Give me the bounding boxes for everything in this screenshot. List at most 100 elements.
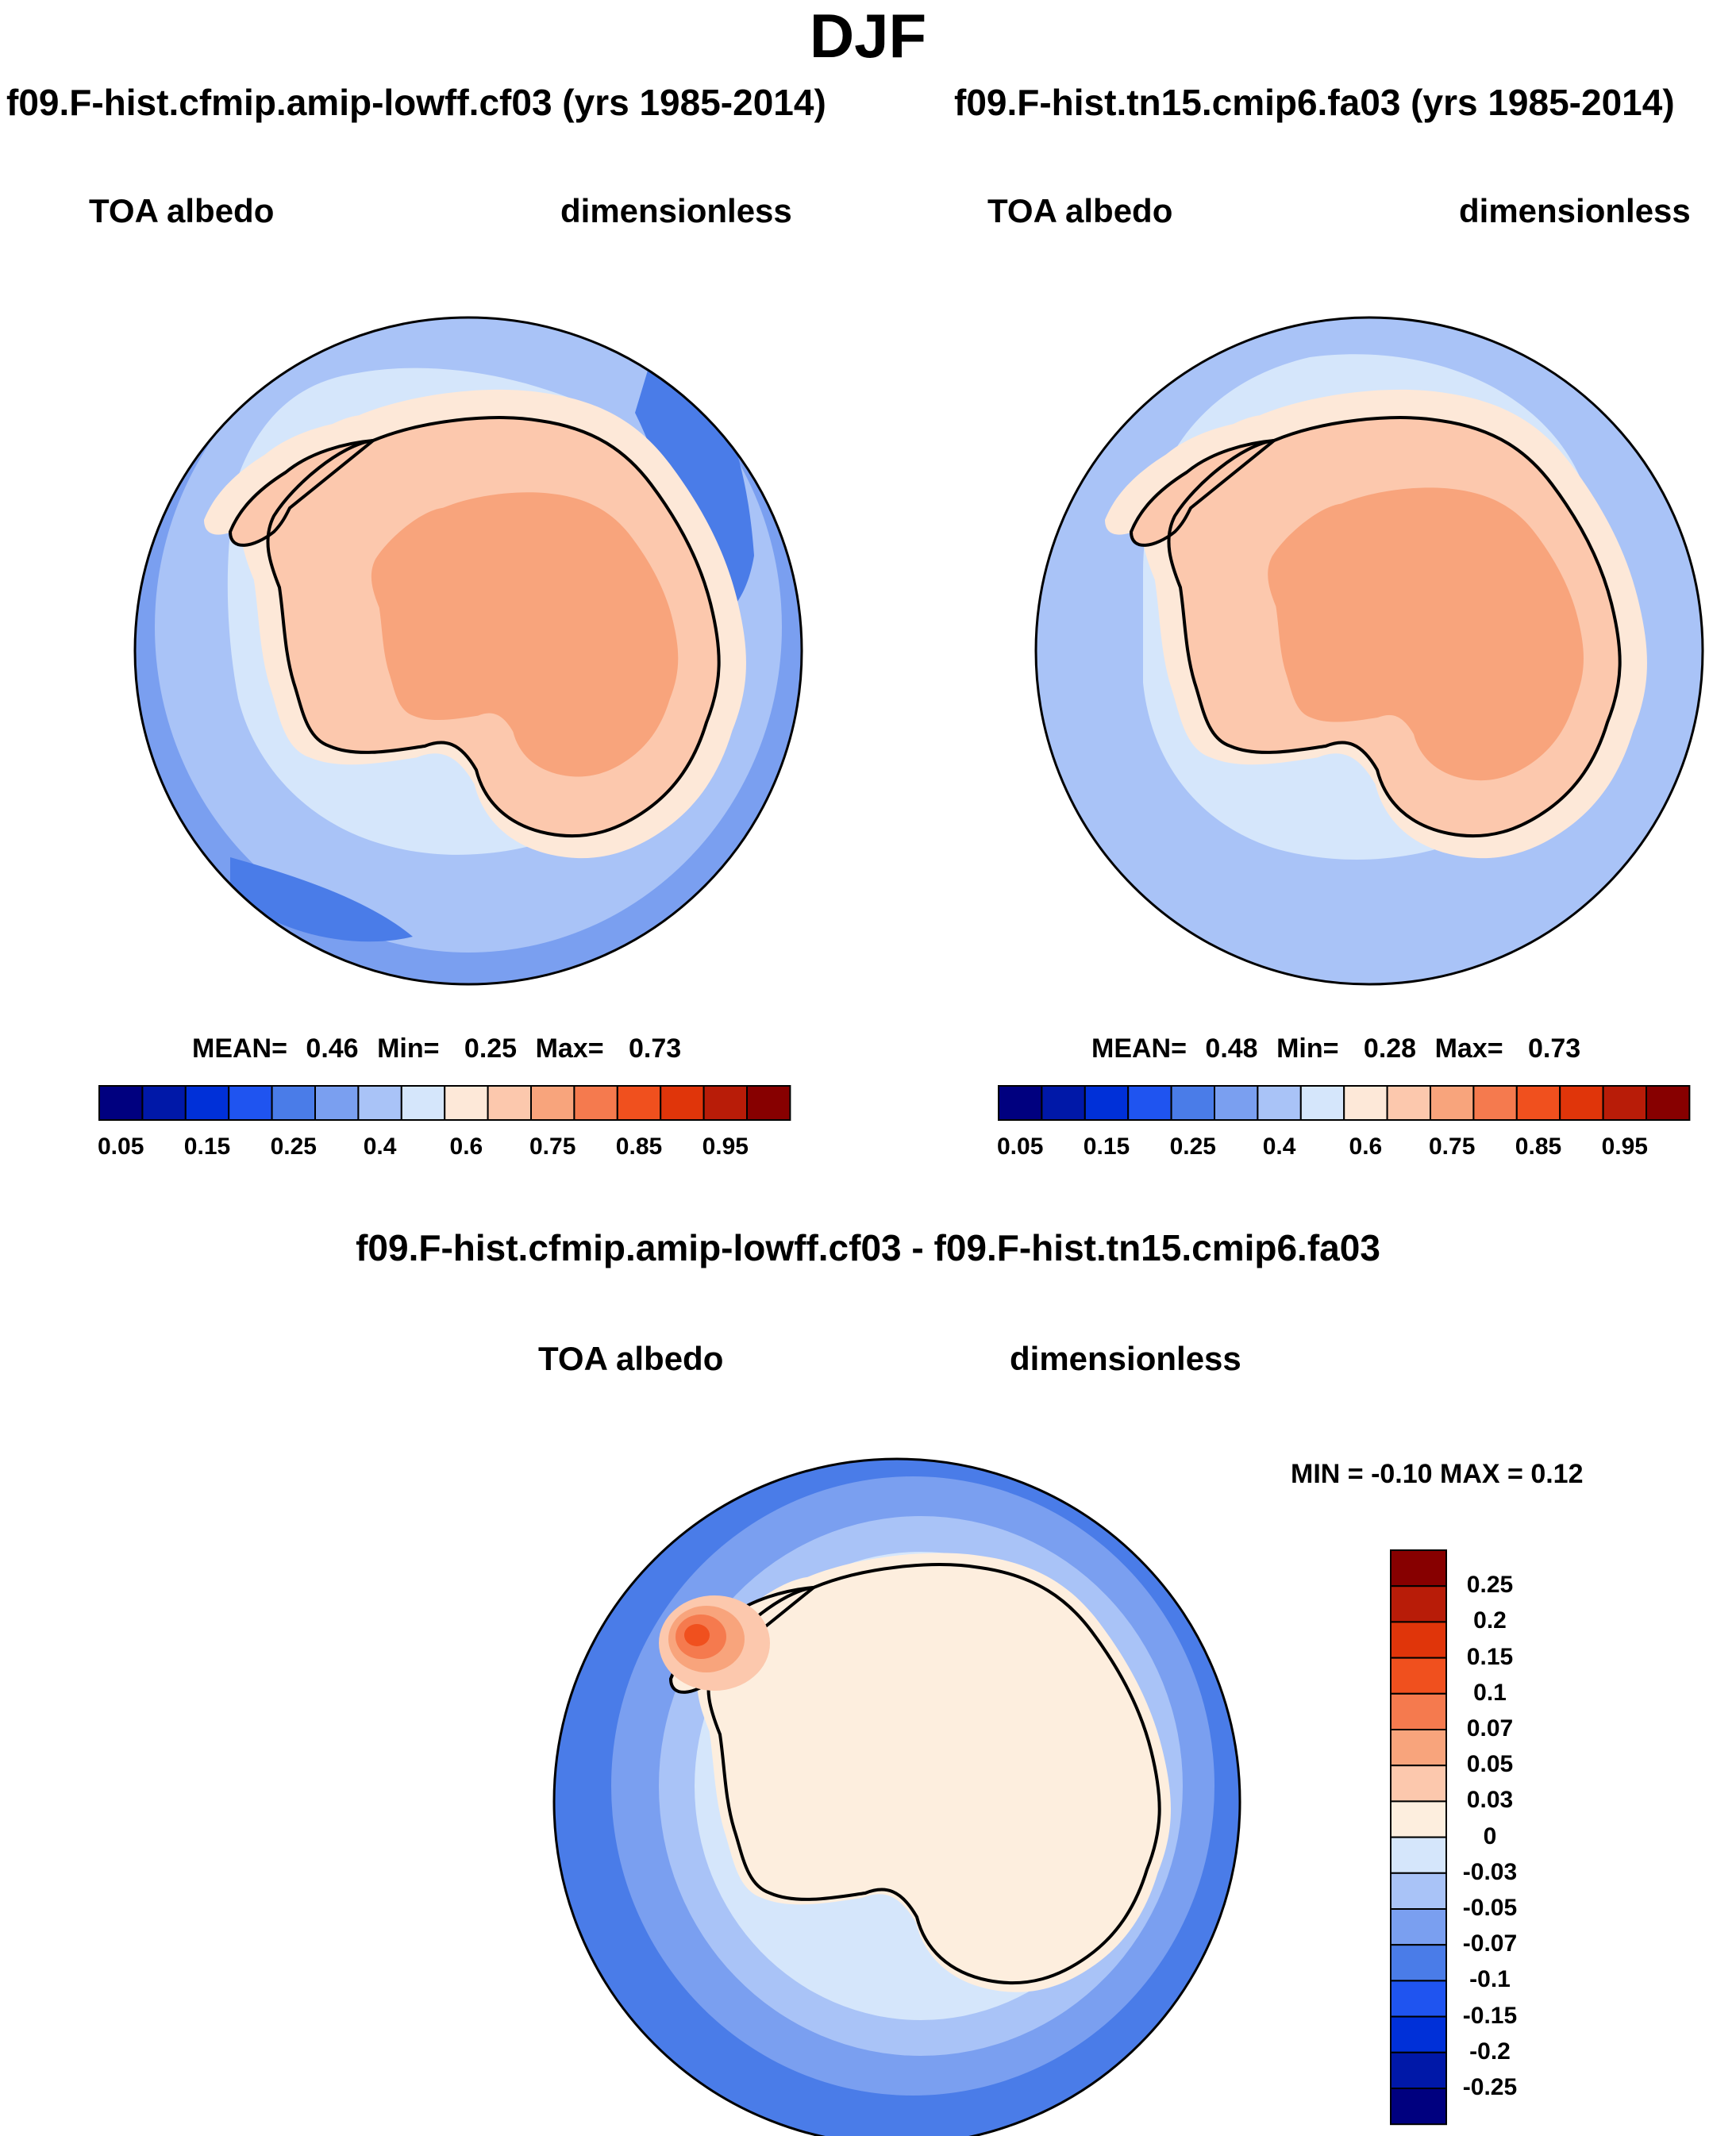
colorbar-swatch <box>184 1085 230 1121</box>
colorbar-swatch <box>1214 1085 1259 1121</box>
diff-cbar-label: -0.2 <box>1469 2038 1511 2065</box>
diff-colorbar-swatch <box>1390 1765 1447 1803</box>
colorbar-swatch <box>98 1085 144 1121</box>
left-cbar-label: 0.95 <box>702 1133 749 1160</box>
diff-cbar-label: -0.1 <box>1469 1966 1511 1993</box>
colorbar-swatch <box>444 1085 489 1121</box>
right-stats: MEAN= 0.48 Min= 0.28 Max= 0.73 <box>1091 1033 1580 1064</box>
diff-units-label: dimensionless <box>1010 1340 1241 1377</box>
colorbar-swatch <box>1299 1085 1345 1121</box>
diff-colorbar-swatch <box>1390 2051 1447 2090</box>
right-cbar-label: 0.25 <box>1169 1133 1216 1160</box>
colorbar-swatch <box>314 1085 360 1121</box>
colorbar-swatch <box>400 1085 446 1121</box>
left-variable-label: TOA albedo <box>89 192 275 229</box>
diff-cbar-label: 0.25 <box>1466 1572 1514 1599</box>
left-mean-value: 0.46 <box>306 1033 359 1064</box>
colorbar-swatch <box>1257 1085 1302 1121</box>
left-cbar-label: 0.15 <box>183 1133 231 1160</box>
colorbar-swatch <box>702 1085 748 1121</box>
diff-hotspot-4 <box>684 1624 710 1646</box>
colorbar-swatch <box>1170 1085 1215 1121</box>
diff-colorbar-swatch <box>1390 1800 1447 1838</box>
left-colorbar <box>98 1085 791 1121</box>
diff-variable-label: TOA albedo <box>538 1340 724 1377</box>
right-cbar-label: 0.05 <box>996 1133 1044 1160</box>
right-colorbar <box>998 1085 1691 1121</box>
right-variable-label: TOA albedo <box>987 192 1173 229</box>
right-min-label: Min= <box>1276 1033 1339 1064</box>
diff-cbar-label: 0.15 <box>1466 1643 1514 1670</box>
colorbar-swatch <box>1472 1085 1518 1121</box>
left-cbar-label: 0.25 <box>270 1133 317 1160</box>
colorbar-swatch <box>141 1085 187 1121</box>
right-units-label: dimensionless <box>1459 192 1691 229</box>
left-case-title: f09.F-hist.cfmip.amip-lowff.cf03 (yrs 19… <box>6 82 826 123</box>
diff-map-border <box>552 1457 1241 2136</box>
diff-cbar-label: 0.05 <box>1466 1751 1514 1778</box>
diff-cbar-label: 0.1 <box>1473 1679 1507 1706</box>
diff-cbar-label: 0.2 <box>1473 1607 1507 1634</box>
diff-colorbar-swatch <box>1390 2088 1447 2126</box>
diff-colorbar-swatch <box>1390 1836 1447 1874</box>
left-cbar-label: 0.4 <box>363 1133 397 1160</box>
left-cbar-label: 0.75 <box>529 1133 576 1160</box>
diff-colorbar-swatch <box>1390 1657 1447 1695</box>
diff-cbar-label: -0.25 <box>1462 2074 1518 2100</box>
left-min-value: 0.25 <box>464 1033 518 1064</box>
right-cbar-label: 0.95 <box>1601 1133 1648 1160</box>
right-cbar-label: 0.15 <box>1083 1133 1130 1160</box>
right-map <box>1036 318 1703 984</box>
right-mean-label: MEAN= <box>1091 1033 1187 1064</box>
left-map-border <box>133 316 803 986</box>
right-cbar-label: 0.6 <box>1349 1133 1383 1160</box>
left-max-value: 0.73 <box>629 1033 682 1064</box>
colorbar-swatch <box>1559 1085 1604 1121</box>
diff-minmax: MIN = -0.10 MAX = 0.12 <box>1291 1459 1584 1489</box>
colorbar-swatch <box>998 1085 1043 1121</box>
diff-cbar-label: -0.05 <box>1462 1895 1518 1921</box>
diff-cbar-label: -0.07 <box>1462 1930 1518 1957</box>
left-units-label: dimensionless <box>560 192 792 229</box>
colorbar-swatch <box>660 1085 705 1121</box>
diff-cbar-label: 0.03 <box>1466 1787 1514 1814</box>
left-mean-label: MEAN= <box>192 1033 287 1064</box>
colorbar-swatch <box>573 1085 618 1121</box>
diff-cbar-label: 0.07 <box>1466 1715 1514 1742</box>
colorbar-swatch <box>1084 1085 1130 1121</box>
colorbar-swatch <box>1041 1085 1086 1121</box>
right-min-value: 0.28 <box>1363 1033 1417 1064</box>
diff-cbar-label: 0 <box>1483 1822 1497 1849</box>
diff-cbar-label: -0.03 <box>1462 1858 1518 1885</box>
right-mean-value: 0.48 <box>1205 1033 1258 1064</box>
colorbar-swatch <box>271 1085 317 1121</box>
colorbar-swatch <box>357 1085 402 1121</box>
right-cbar-label: 0.85 <box>1515 1133 1562 1160</box>
colorbar-swatch <box>1343 1085 1388 1121</box>
diff-colorbar-swatch <box>1390 1872 1447 1911</box>
diff-cbar-label: -0.15 <box>1462 2002 1518 2029</box>
diff-title: f09.F-hist.cfmip.amip-lowff.cf03 - f09.F… <box>356 1227 1380 1268</box>
colorbar-swatch <box>1430 1085 1475 1121</box>
colorbar-swatch <box>1646 1085 1691 1121</box>
right-cbar-label: 0.4 <box>1262 1133 1296 1160</box>
colorbar-swatch <box>1515 1085 1561 1121</box>
left-stats: MEAN= 0.46 Min= 0.25 Max= 0.73 <box>192 1033 681 1064</box>
colorbar-swatch <box>746 1085 791 1121</box>
left-max-label: Max= <box>535 1033 604 1064</box>
diff-colorbar-swatch <box>1390 1549 1447 1588</box>
left-cbar-label: 0.85 <box>615 1133 663 1160</box>
colorbar-swatch <box>1127 1085 1172 1121</box>
right-map-border <box>1034 316 1704 986</box>
colorbar-swatch <box>616 1085 662 1121</box>
diff-colorbar-swatch <box>1390 1621 1447 1659</box>
diff-colorbar <box>1390 1549 1447 2126</box>
diff-colorbar-swatch <box>1390 1585 1447 1623</box>
colorbar-swatch <box>228 1085 273 1121</box>
colorbar-swatch <box>1386 1085 1431 1121</box>
main-title: DJF <box>809 1 927 71</box>
diff-colorbar-swatch <box>1390 1944 1447 1982</box>
right-case-title: f09.F-hist.tn15.cmip6.fa03 (yrs 1985-201… <box>954 82 1675 123</box>
left-cbar-label: 0.6 <box>449 1133 483 1160</box>
